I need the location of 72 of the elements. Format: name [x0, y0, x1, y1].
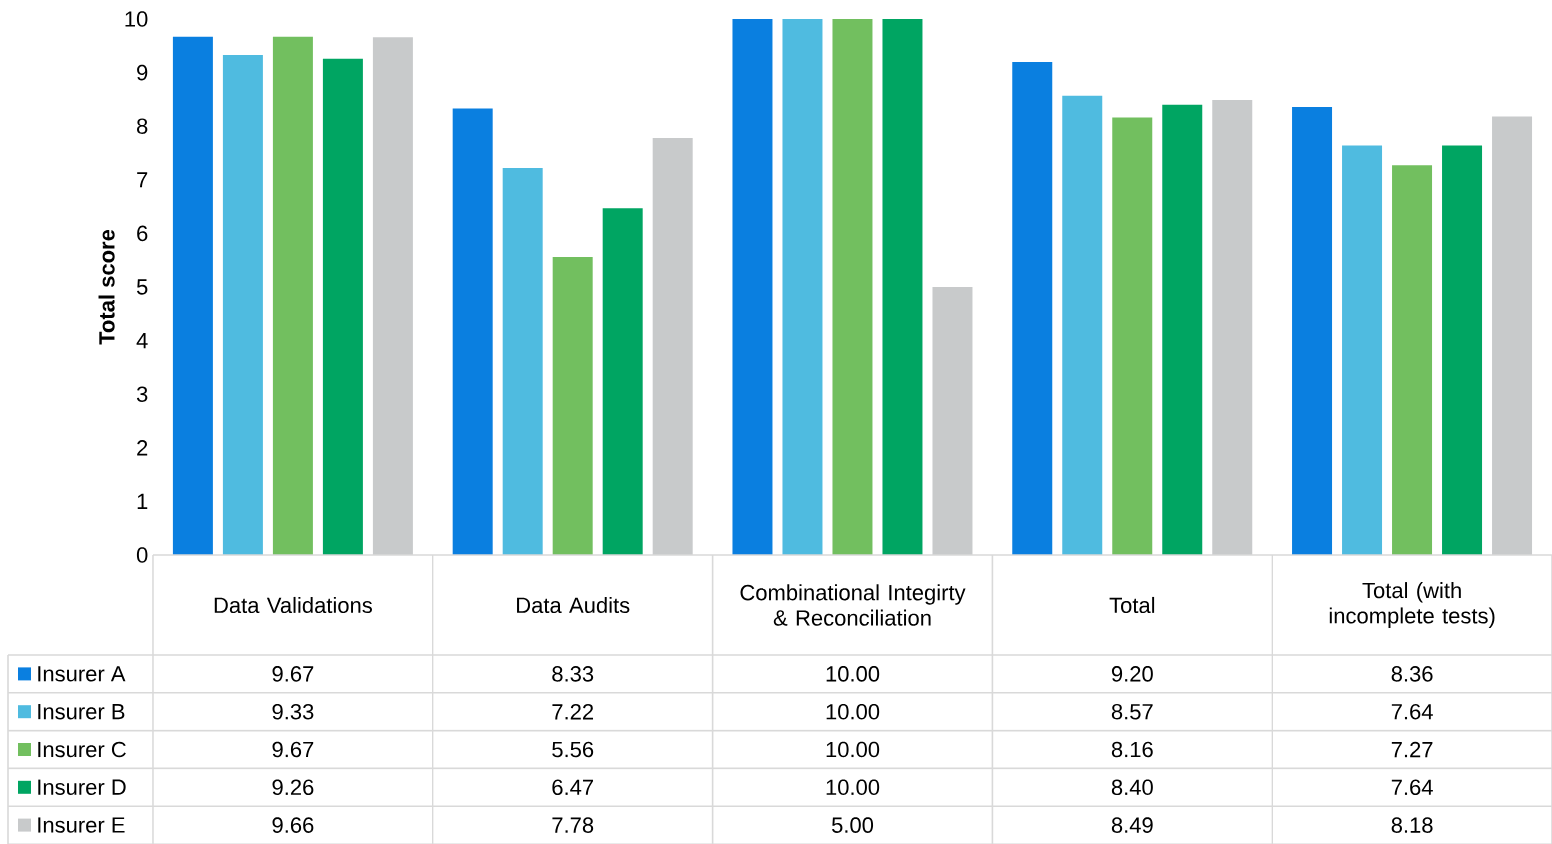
- bar: [1012, 61, 1053, 555]
- bar: [452, 108, 493, 555]
- data-label: 8.18: [1391, 817, 1433, 833]
- y-tick-label: 6: [137, 225, 148, 242]
- data-label: 10.00: [826, 703, 880, 720]
- data-label: 9.66: [272, 817, 314, 833]
- y-tick-label: 5: [136, 279, 148, 295]
- y-tick-label: 10: [125, 11, 148, 27]
- bar: [602, 208, 643, 555]
- bar: [732, 19, 773, 555]
- data-label: 9.67: [272, 666, 314, 682]
- bar: [552, 256, 593, 555]
- x-tick-label: Data Audits: [517, 596, 630, 614]
- bar: [1062, 95, 1103, 555]
- data-label: 9.33: [272, 703, 314, 720]
- data-label: 9.20: [1111, 666, 1153, 682]
- legend-label: Insurer B: [38, 704, 125, 720]
- y-tick-label: 4: [136, 333, 148, 349]
- legend-label: Insurer E: [38, 817, 125, 833]
- bar: [222, 54, 263, 555]
- legend-label: Insurer A: [38, 666, 126, 682]
- data-label: 5.56: [552, 741, 594, 758]
- y-tick-label: 2: [137, 440, 148, 456]
- y-axis-title: Total score: [98, 229, 115, 345]
- bar: [1492, 116, 1533, 555]
- bar: [372, 37, 413, 555]
- bar: [1342, 145, 1383, 555]
- data-label: 7.78: [552, 817, 594, 833]
- bar: [322, 58, 363, 555]
- bar: [932, 287, 973, 555]
- data-label: 10.00: [826, 741, 880, 758]
- bar: [272, 36, 313, 555]
- bar: [1442, 145, 1483, 555]
- bar: [502, 168, 543, 555]
- data-label: 10.00: [826, 779, 880, 796]
- data-label: 5.00: [831, 817, 874, 833]
- data-label: 6.47: [552, 779, 594, 796]
- bar: [652, 137, 693, 555]
- x-tick-label: Combinational Integirty & Reconciliation: [740, 584, 966, 626]
- data-label: 8.57: [1111, 703, 1153, 720]
- x-tick-label: Total (with incomplete tests): [1329, 582, 1495, 628]
- bar: [1292, 106, 1333, 555]
- x-tick-label: Data Validations: [214, 596, 372, 614]
- y-tick-label: 3: [136, 386, 148, 402]
- y-tick-label: 9: [137, 64, 148, 81]
- data-label: 9.67: [272, 741, 314, 758]
- data-label: 8.49: [1111, 817, 1153, 833]
- data-label: 10.00: [826, 666, 880, 682]
- data-label: 7.64: [1391, 779, 1433, 796]
- x-tick-label: Total: [1109, 596, 1155, 614]
- bar: [1392, 165, 1433, 555]
- y-tick-label: 7: [137, 172, 148, 188]
- bar: [832, 19, 873, 555]
- bar: [1212, 99, 1253, 555]
- bar: [1112, 117, 1153, 555]
- data-label: 9.26: [272, 779, 314, 796]
- data-label: 8.16: [1111, 741, 1153, 758]
- bar: [172, 36, 213, 555]
- y-tick-label: 1: [137, 493, 148, 509]
- bar: [782, 19, 823, 555]
- data-label: 8.36: [1391, 666, 1433, 682]
- bar: [882, 19, 923, 555]
- y-tick-label: 8: [137, 118, 148, 134]
- data-label: 8.33: [552, 666, 594, 682]
- y-tick-label: 0: [136, 547, 148, 563]
- legend-label: Insurer C: [38, 741, 126, 758]
- data-label: 7.64: [1391, 703, 1433, 720]
- bar: [1162, 104, 1203, 555]
- data-label: 8.40: [1111, 779, 1153, 796]
- legend-label: Insurer D: [38, 779, 126, 795]
- data-label: 7.27: [1391, 741, 1433, 758]
- data-label: 7.22: [552, 704, 594, 720]
